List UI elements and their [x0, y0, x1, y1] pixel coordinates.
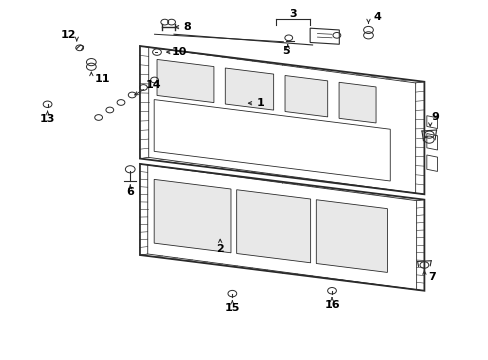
- Polygon shape: [157, 59, 213, 103]
- Polygon shape: [285, 76, 327, 117]
- Text: 12: 12: [60, 30, 76, 40]
- Text: 8: 8: [183, 22, 191, 32]
- Polygon shape: [154, 179, 230, 253]
- Text: 15: 15: [224, 303, 240, 313]
- Text: 5: 5: [282, 46, 289, 57]
- Text: 11: 11: [94, 74, 110, 84]
- Polygon shape: [338, 82, 375, 123]
- Text: 7: 7: [427, 272, 435, 282]
- Text: 13: 13: [40, 113, 55, 123]
- Text: 10: 10: [171, 47, 186, 57]
- Polygon shape: [225, 68, 273, 110]
- Polygon shape: [316, 200, 386, 273]
- Text: 4: 4: [372, 12, 381, 22]
- Text: 9: 9: [430, 112, 438, 122]
- Text: 1: 1: [257, 98, 264, 108]
- Text: 16: 16: [324, 300, 339, 310]
- Polygon shape: [236, 190, 310, 263]
- Text: 14: 14: [145, 80, 161, 90]
- Text: 2: 2: [216, 244, 224, 253]
- Text: 6: 6: [126, 187, 134, 197]
- Text: 3: 3: [289, 9, 296, 19]
